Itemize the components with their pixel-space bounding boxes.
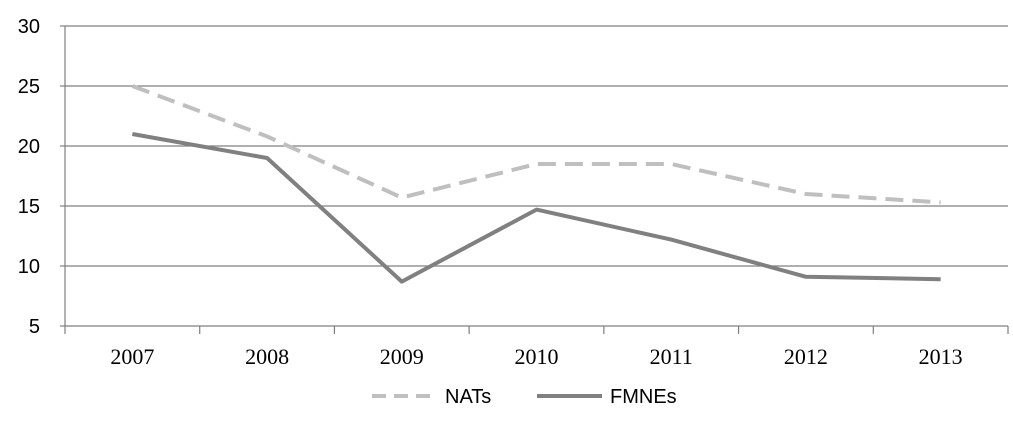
y-tick-label: 10 xyxy=(18,256,40,278)
legend: NATs FMNEs xyxy=(372,386,677,408)
x-tick-label: 2010 xyxy=(515,344,559,369)
x-tick-label: 2012 xyxy=(784,344,828,369)
axes xyxy=(60,25,1009,334)
y-tick-label: 15 xyxy=(18,196,40,218)
legend-label-nats: NATs xyxy=(445,386,491,408)
y-axis-ticks: 5 10 15 20 25 30 xyxy=(18,16,40,338)
y-tick-label: 25 xyxy=(18,76,40,98)
y-tick-label: 20 xyxy=(18,136,40,158)
series-line-nats xyxy=(131,84,941,205)
x-tick-label: 2013 xyxy=(919,344,963,369)
series xyxy=(131,84,941,284)
gridlines xyxy=(65,25,1008,267)
x-tick-label: 2008 xyxy=(245,344,289,369)
x-tick-label: 2011 xyxy=(650,344,693,369)
y-tick-label: 30 xyxy=(18,16,40,38)
x-tick-label: 2009 xyxy=(380,344,424,369)
legend-label-fmnes: FMNEs xyxy=(610,386,677,408)
y-tick-label: 5 xyxy=(29,316,40,338)
series-line-fmnes xyxy=(132,132,941,284)
x-axis-ticks: 2007 2008 2009 2010 2011 2012 2013 xyxy=(110,344,962,369)
x-tick-label: 2007 xyxy=(110,344,154,369)
